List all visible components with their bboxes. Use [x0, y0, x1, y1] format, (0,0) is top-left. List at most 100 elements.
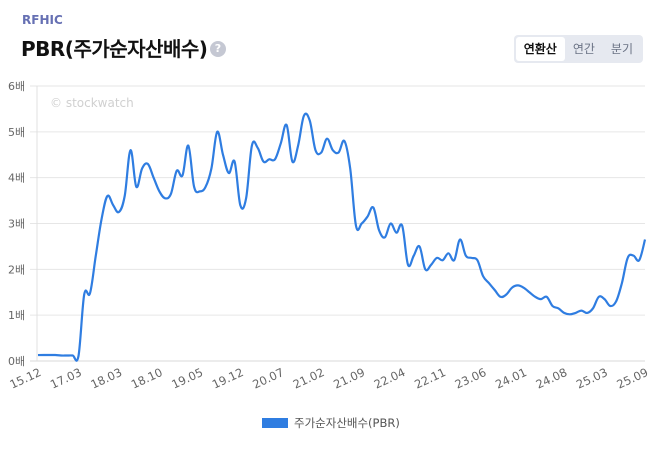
legend-label: 주가순자산배수(PBR): [294, 416, 400, 430]
y-tick-label: 6배: [8, 80, 25, 93]
data-point: [637, 258, 641, 262]
data-point: [48, 353, 52, 357]
data-point: [227, 171, 231, 175]
data-point: [377, 228, 381, 232]
data-point: [360, 222, 364, 226]
data-point: [643, 238, 647, 242]
data-point: [516, 283, 520, 287]
data-point: [296, 144, 300, 148]
data-point: [192, 185, 196, 189]
data-point: [238, 203, 242, 207]
x-tick-label: 25.03: [574, 365, 610, 392]
tab-annualized[interactable]: 연환산: [515, 37, 565, 61]
data-point: [337, 150, 341, 154]
tab-annual[interactable]: 연간: [572, 42, 595, 56]
data-point: [620, 281, 624, 285]
x-tick-label: 18.10: [129, 365, 165, 392]
data-point: [452, 258, 456, 262]
data-point: [481, 274, 485, 278]
data-point: [464, 254, 468, 258]
data-point: [244, 196, 248, 200]
data-point: [591, 306, 595, 310]
x-tick-labels: 15.12 17.03 18.03 18.10 19.05 19.12 20.07 21.02…: [7, 365, 650, 392]
data-point: [348, 167, 352, 171]
pbr-line-chart: 0배 1배 2배 3배 4배 5배 6배 15.12 17.03 18.03 18.10 19.05…: [7, 80, 650, 392]
data-point: [631, 254, 635, 258]
data-point: [215, 130, 219, 134]
data-point: [533, 295, 537, 299]
data-point: [423, 267, 427, 271]
data-point: [389, 222, 393, 226]
data-point: [626, 256, 630, 260]
data-point: [71, 354, 75, 358]
watermark: © stockwatch: [50, 96, 134, 110]
data-point: [204, 185, 208, 189]
data-point: [545, 295, 549, 299]
data-point: [181, 173, 185, 177]
data-point: [504, 293, 508, 297]
data-point: [152, 176, 156, 180]
data-point: [435, 256, 439, 260]
tab-quarterly[interactable]: 분기: [610, 42, 633, 56]
y-tick-label: 3배: [8, 218, 25, 231]
data-point: [498, 295, 502, 299]
data-point: [186, 144, 190, 148]
data-point: [117, 210, 121, 214]
x-tick-label: 23.06: [453, 365, 489, 392]
data-point: [446, 251, 450, 255]
y-tick-label: 1배: [8, 309, 25, 322]
data-point: [325, 137, 329, 141]
data-point: [157, 189, 161, 193]
data-point: [579, 309, 583, 313]
data-point: [53, 353, 57, 357]
y-tick-label: 4배: [8, 172, 25, 185]
x-tick-label: 17.03: [48, 365, 84, 392]
data-point: [209, 167, 213, 171]
data-point: [88, 291, 92, 295]
data-point: [568, 312, 572, 316]
data-point: [406, 263, 410, 267]
y-tick-labels: 0배 1배 2배 3배 4배 5배 6배: [8, 80, 25, 368]
data-point: [400, 224, 404, 228]
x-tick-label: 19.12: [210, 365, 246, 392]
legend-swatch: [262, 418, 288, 428]
data-point: [331, 148, 335, 152]
data-point: [221, 153, 225, 157]
data-point: [522, 286, 526, 290]
data-point: [527, 290, 531, 294]
x-tick-label: 24.01: [493, 365, 529, 392]
data-point: [319, 150, 323, 154]
legend[interactable]: 주가순자산배수(PBR): [262, 415, 400, 431]
data-point: [250, 144, 254, 148]
data-point: [163, 196, 167, 200]
data-point: [123, 194, 127, 198]
data-point: [233, 160, 237, 164]
data-point: [603, 297, 607, 301]
data-point: [493, 288, 497, 292]
data-point: [36, 353, 40, 357]
grid-lines: [30, 85, 645, 362]
data-point: [475, 258, 479, 262]
data-point: [279, 141, 283, 145]
data-point: [175, 169, 179, 173]
data-point: [556, 306, 560, 310]
series-points: [36, 114, 647, 358]
x-tick-label: 18.03: [88, 365, 124, 392]
data-point: [394, 231, 398, 235]
data-point: [273, 157, 277, 161]
data-point: [429, 263, 433, 267]
data-point: [551, 304, 555, 308]
data-point: [267, 157, 271, 161]
data-point: [585, 311, 589, 315]
data-point: [42, 353, 46, 357]
question-circle-icon[interactable]: ?: [210, 41, 226, 57]
data-point: [290, 160, 294, 164]
data-point: [608, 304, 612, 308]
data-point: [597, 295, 601, 299]
data-point: [105, 194, 109, 198]
data-point: [342, 139, 346, 143]
y-tick-label: 5배: [8, 126, 25, 139]
series-line-pbr: [37, 112, 647, 362]
data-point: [256, 146, 260, 150]
data-point: [111, 203, 115, 207]
